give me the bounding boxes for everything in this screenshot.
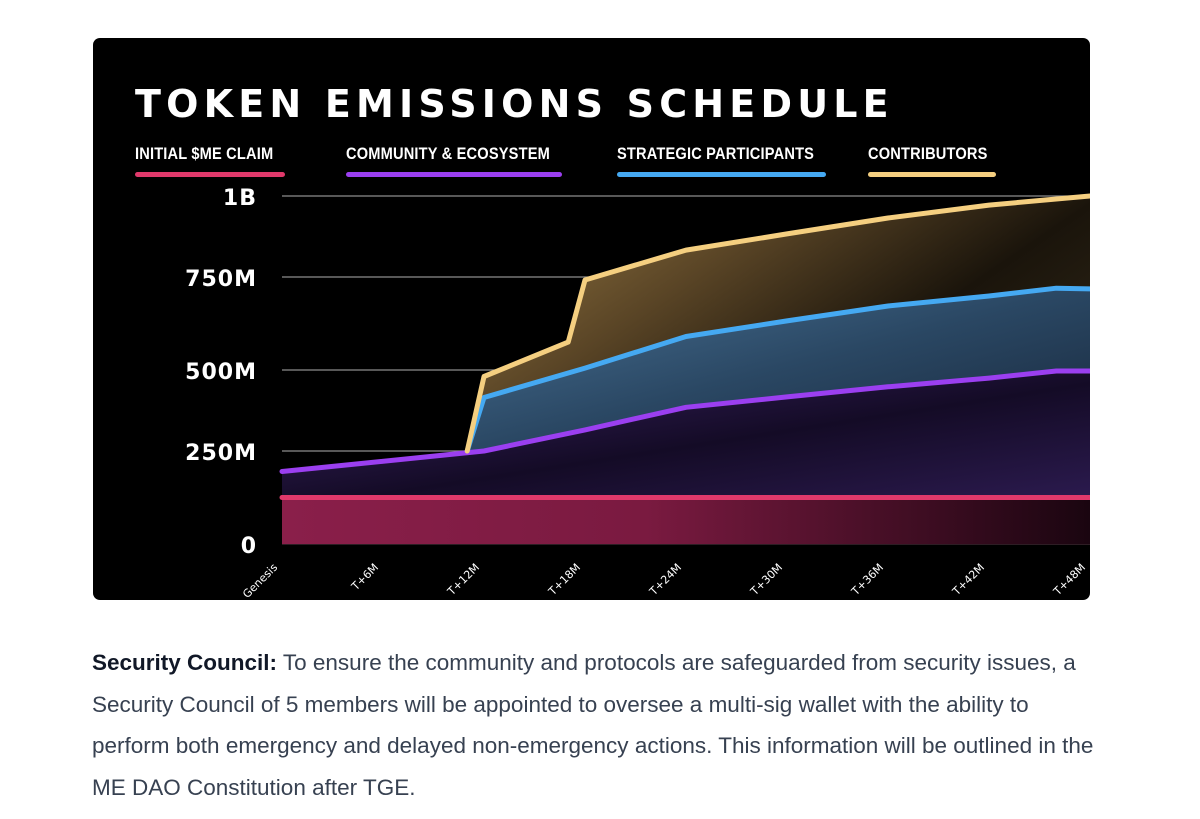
series-areas [282, 196, 1090, 544]
chart-plot: 0 250M 500M 750M 1B Genesis T+6M T+12M T+18M T+2… [185, 186, 1090, 600]
y-tick-label: 750M [185, 267, 257, 292]
x-tick-label: T+48M [1050, 561, 1088, 599]
y-tick-label: 500M [185, 360, 257, 385]
y-axis-ticks: 0 250M 500M 750M 1B [185, 186, 257, 559]
legend-label: CONTRIBUTORS [868, 144, 988, 163]
x-tick-label: T+12M [444, 561, 482, 599]
x-tick-label: T+36M [848, 561, 886, 599]
x-axis-ticks: Genesis T+6M T+12M T+18M T+24M T+30M T+36M T+42… [240, 561, 1088, 600]
x-tick-label: T+30M [747, 561, 785, 599]
chart-legend: INITIAL $ME CLAIM COMMUNITY & ECOSYSTEM … [93, 144, 1090, 184]
y-tick-label: 0 [241, 534, 257, 559]
area-community-ecosystem [282, 371, 1090, 498]
legend-item-initial-claim: INITIAL $ME CLAIM [135, 144, 296, 177]
x-tick-label: T+6M [348, 561, 381, 594]
legend-item-strategic-participants: STRATEGIC PARTICIPANTS [617, 144, 846, 177]
legend-swatch [346, 172, 562, 177]
security-council-heading: Security Council: [92, 650, 278, 675]
series-lines [279, 193, 1090, 500]
area-initial-claim [282, 497, 1090, 544]
legend-swatch [617, 172, 826, 177]
legend-item-community-ecosystem: COMMUNITY & ECOSYSTEM [346, 144, 583, 177]
x-tick-label: T+42M [949, 561, 987, 599]
legend-item-contributors: CONTRIBUTORS [868, 144, 1007, 177]
legend-swatch [868, 172, 996, 177]
legend-label: STRATEGIC PARTICIPANTS [617, 144, 815, 163]
area-contributors [467, 196, 1090, 451]
area-strategic-participants [467, 288, 1090, 453]
legend-label: INITIAL $ME CLAIM [135, 144, 274, 163]
chart-card: TOKEN EMISSIONS SCHEDULE INITIAL $ME CLA… [93, 38, 1090, 600]
x-tick-label: Genesis [240, 561, 280, 600]
y-tick-label: 1B [223, 186, 257, 211]
y-tick-label: 250M [185, 441, 257, 466]
chart-title: TOKEN EMISSIONS SCHEDULE [135, 82, 894, 126]
x-tick-label: T+24M [646, 561, 684, 599]
security-council-body: To ensure the community and protocols ar… [92, 650, 1094, 800]
security-council-paragraph: Security Council: To ensure the communit… [92, 642, 1102, 808]
legend-swatch [135, 172, 285, 177]
x-tick-label: T+18M [545, 561, 583, 599]
legend-label: COMMUNITY & ECOSYSTEM [346, 144, 550, 163]
